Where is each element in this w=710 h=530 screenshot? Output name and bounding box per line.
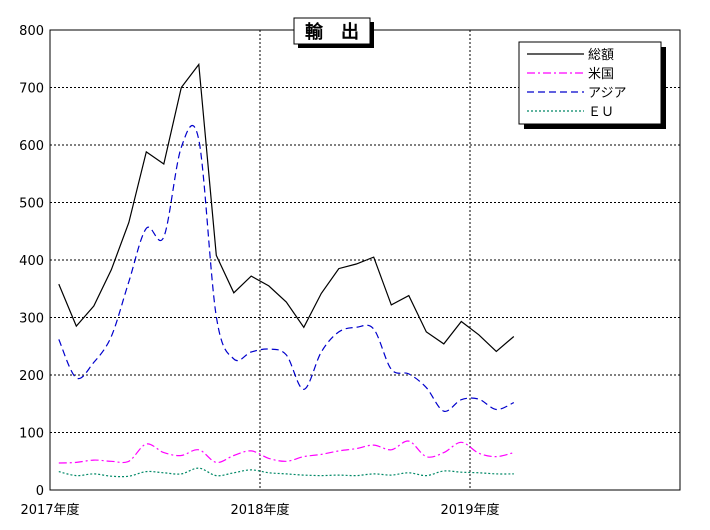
chart-title: 輸 出 xyxy=(305,21,359,43)
x-tick-label: 2018年度 xyxy=(230,502,289,518)
series-line-0 xyxy=(58,62,515,353)
y-tick-label: 500 xyxy=(19,197,44,212)
series-lines xyxy=(58,62,515,478)
y-tick-label: 200 xyxy=(19,369,44,384)
chart-title-box: 輸 出 xyxy=(293,17,374,48)
y-axis-ticks: 0 100 200 300 400 500 600 700 800 xyxy=(19,24,44,499)
x-tick-label: 2019年度 xyxy=(440,502,499,518)
series-line-1 xyxy=(58,440,514,464)
y-tick-label: 300 xyxy=(19,312,44,327)
x-axis-ticks: 2017年度 2018年度 2019年度 xyxy=(20,502,499,518)
series-line-2 xyxy=(58,125,515,412)
legend-label: アジア xyxy=(588,86,626,101)
y-tick-label: 100 xyxy=(19,427,44,442)
legend-label: ＥＵ xyxy=(588,105,614,120)
series-line-3 xyxy=(58,467,514,478)
y-tick-label: 800 xyxy=(19,24,44,39)
x-tick-label: 2017年度 xyxy=(20,502,79,518)
y-tick-label: 400 xyxy=(19,254,44,269)
legend-label: 米国 xyxy=(588,67,614,82)
y-tick-label: 700 xyxy=(19,82,44,97)
legend-label: 総額 xyxy=(588,48,614,63)
y-tick-label: 600 xyxy=(19,139,44,154)
y-tick-label: 0 xyxy=(36,484,44,499)
